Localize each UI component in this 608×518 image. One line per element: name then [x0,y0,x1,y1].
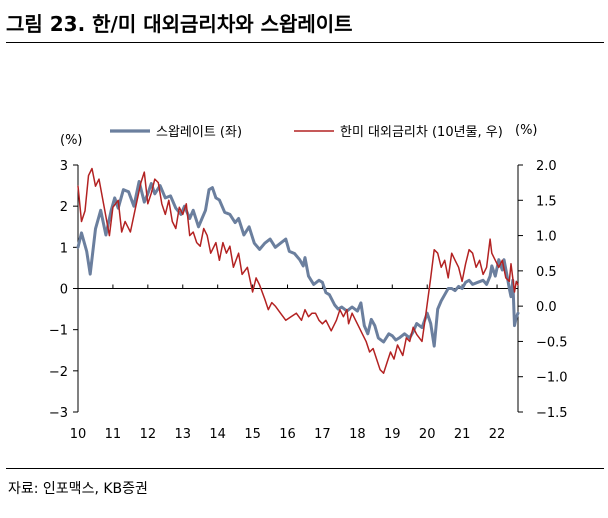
right-axis-unit: (%) [515,123,538,138]
x-tick-label: 21 [454,427,471,442]
right-tick-label: −1.5 [536,406,568,421]
x-tick-label: 14 [209,427,226,442]
title-divider [6,42,604,43]
left-tick-label: 0 [60,283,68,298]
left-tick-label: −1 [49,324,68,339]
legend-label-rate-differential: 한미 대외금리차 (10년물, 우) [340,125,503,140]
series-line-swap-rate [76,180,520,348]
right-tick-label: 0.0 [536,300,557,315]
left-tick-label: 2 [60,200,68,215]
legend-label-swap-rate: 스왑레이트 (좌) [156,125,242,140]
source-note: 자료: 인포맥스, KB증권 [8,481,148,497]
x-tick-label: 18 [349,427,366,442]
x-tick-label: 11 [105,427,122,442]
right-tick-label: 1.5 [536,194,557,209]
left-tick-label: 3 [60,159,68,174]
x-tick-label: 16 [279,427,296,442]
right-tick-label: −1.0 [536,371,568,386]
source-divider [6,468,604,469]
left-axis-unit: (%) [60,133,83,148]
legend: 스왑레이트 (좌) 한미 대외금리차 (10년물, 우) [110,125,503,140]
series-lines-layer [76,167,520,374]
left-tick-label: 1 [60,241,68,256]
right-tick-label: 0.5 [536,265,557,280]
x-tick-label: 13 [174,427,191,442]
left-tick-label: −3 [49,406,68,421]
x-tick-label: 12 [140,427,157,442]
x-tick-label: 19 [384,427,401,442]
right-tick-label: 1.0 [536,230,557,245]
series-line-rate-differential [77,167,519,374]
figure-title: 그림 23. 한/미 대외금리차와 스왑레이트 [6,12,353,36]
left-tick-label: −2 [49,365,68,380]
x-tick-label: 22 [489,427,506,442]
x-tick-label: 15 [244,427,261,442]
right-tick-label: 2.0 [536,159,557,174]
x-tick-label: 10 [70,427,87,442]
x-tick-label: 20 [419,427,436,442]
right-tick-label: −0.5 [536,335,568,350]
x-tick-label: 17 [314,427,331,442]
